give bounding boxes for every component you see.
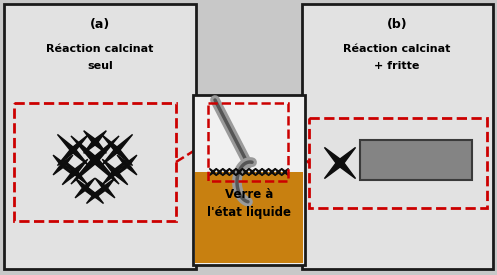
Polygon shape [325, 147, 355, 178]
Bar [309, 118, 487, 208]
Text: (b): (b) [387, 18, 408, 31]
Polygon shape [229, 169, 236, 175]
Text: seul: seul [87, 61, 113, 71]
Polygon shape [255, 169, 262, 175]
Polygon shape [83, 131, 106, 153]
Polygon shape [86, 186, 103, 204]
Polygon shape [71, 136, 119, 184]
Polygon shape [281, 169, 289, 175]
Bar [360, 140, 472, 180]
Polygon shape [216, 169, 223, 175]
Bar [302, 4, 493, 269]
Text: + fritte: + fritte [374, 61, 419, 71]
Text: (a): (a) [90, 18, 110, 31]
Text: Verre à: Verre à [225, 188, 273, 201]
Polygon shape [53, 155, 73, 175]
Text: Réaction calcinat: Réaction calcinat [343, 44, 451, 54]
Bar [4, 4, 196, 269]
Polygon shape [58, 134, 88, 166]
Polygon shape [62, 159, 88, 185]
Polygon shape [236, 169, 243, 175]
Polygon shape [102, 159, 128, 185]
Bar [193, 95, 305, 265]
Bar [195, 172, 303, 263]
Polygon shape [101, 134, 133, 166]
Bar [14, 103, 176, 221]
Polygon shape [75, 178, 95, 198]
Polygon shape [248, 169, 256, 175]
Polygon shape [275, 169, 282, 175]
Text: Réaction calcinat: Réaction calcinat [46, 44, 154, 54]
Polygon shape [268, 169, 275, 175]
Polygon shape [95, 178, 115, 198]
Bar [208, 103, 288, 181]
Polygon shape [117, 155, 137, 175]
Polygon shape [242, 169, 249, 175]
Polygon shape [209, 169, 217, 175]
Polygon shape [262, 169, 269, 175]
Polygon shape [223, 169, 230, 175]
Text: l'état liquide: l'état liquide [207, 206, 291, 219]
